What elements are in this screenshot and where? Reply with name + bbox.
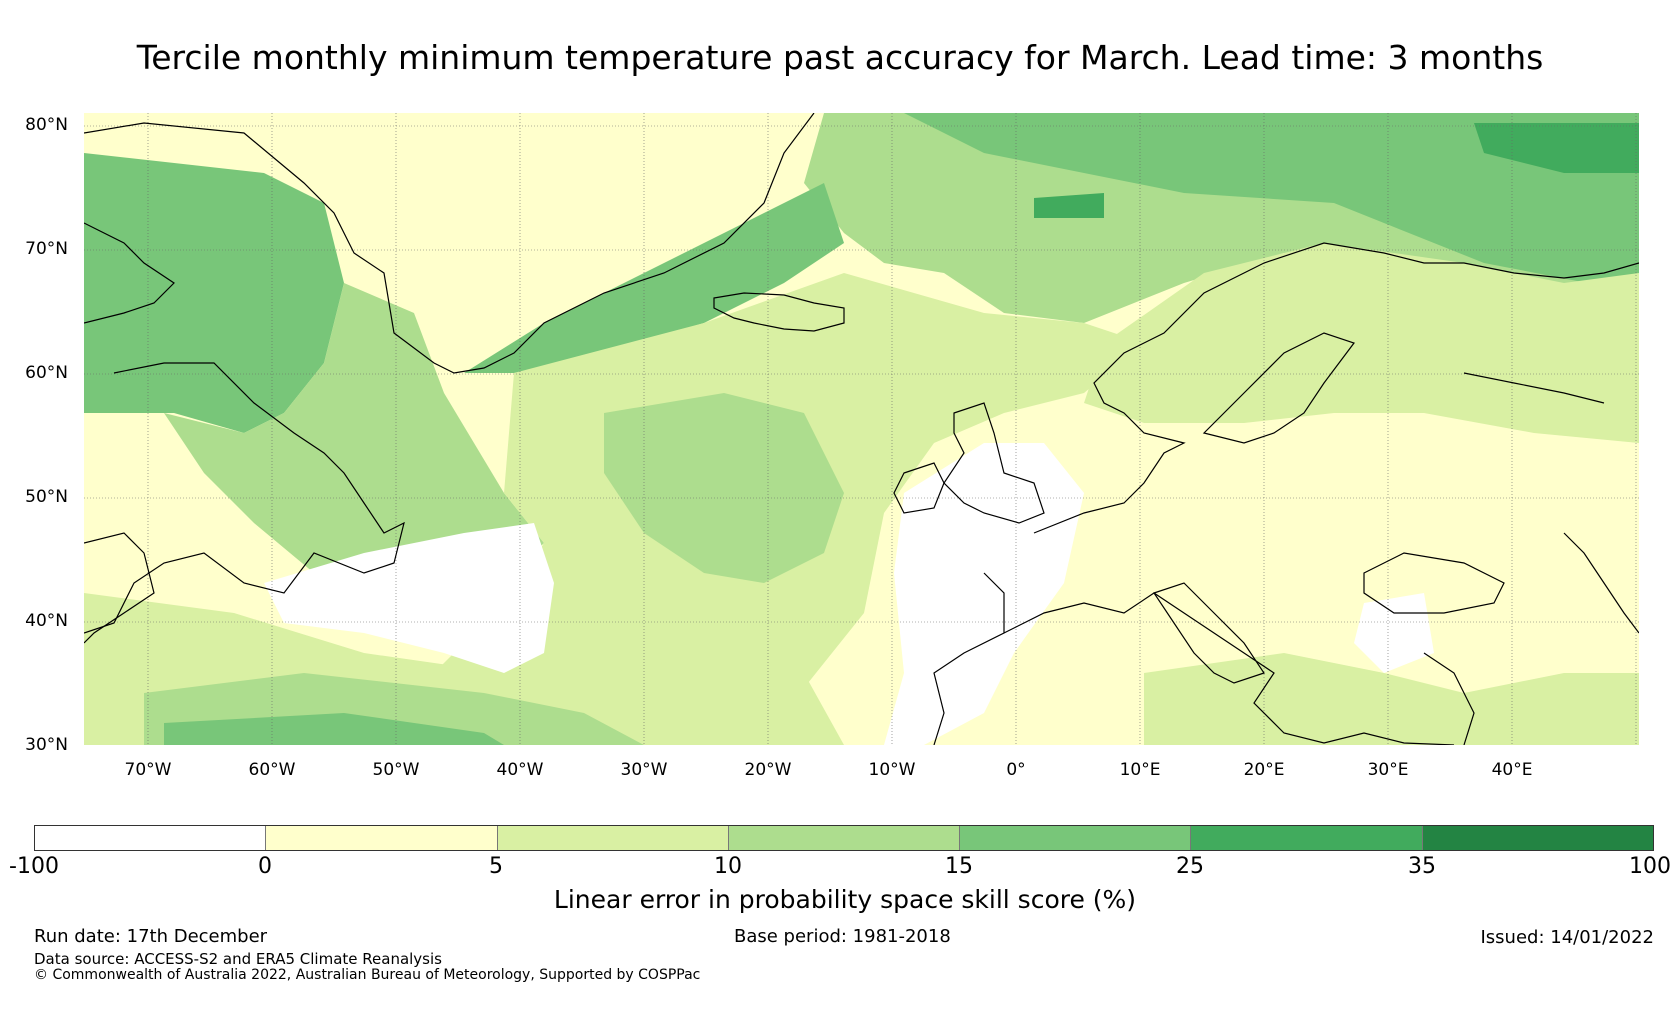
lat-label-80n: 80°N: [25, 115, 68, 135]
colorbar-segment-25-35: [1191, 826, 1423, 850]
lat-label-60n: 60°N: [25, 363, 68, 383]
colorbar-segment-35-100: [1422, 826, 1653, 850]
copyright: © Commonwealth of Australia 2022, Austra…: [34, 967, 701, 983]
colorbar-tick: 35: [1408, 854, 1436, 879]
coast-iceland: [713, 292, 845, 332]
coast-baffin: [84, 222, 175, 324]
coastlines: [84, 113, 1639, 745]
lon-label-20w: 20°W: [744, 760, 792, 780]
base-period: Base period: 1981-2018: [734, 926, 951, 947]
lon-label-30e: 30°E: [1367, 760, 1409, 780]
lon-label-30w: 30°W: [620, 760, 668, 780]
lon-label-50w: 50°W: [372, 760, 420, 780]
lat-label-30n: 30°N: [25, 735, 68, 755]
skill-region-mid-atlantic: [604, 393, 844, 583]
coast-british-isles: [943, 402, 1045, 524]
lat-label-70n: 70°N: [25, 239, 68, 259]
coast-east-med: [1423, 652, 1475, 745]
data-source: Data source: ACCESS-S2 and ERA5 Climate …: [34, 950, 442, 968]
coast-baltic: [1202, 332, 1355, 444]
colorbar-tick: -100: [9, 854, 59, 879]
colorbar-segment-0-5: [266, 826, 498, 850]
lat-label-40n: 40°N: [25, 611, 68, 631]
coast-iberia: [933, 572, 1005, 745]
coast-east-us: [84, 532, 155, 644]
coast-black-sea: [1363, 552, 1505, 614]
colorbar-label: Linear error in probability space skill …: [553, 885, 1137, 914]
colorbar-tick: 100: [1629, 854, 1671, 879]
colorbar-segment-neg100-0: [35, 826, 267, 850]
colorbar-segment-10-15: [728, 826, 961, 850]
colorbar-tick: 5: [489, 854, 503, 879]
skill-region-greenland-coast: [464, 183, 844, 373]
colorbar-segment-5-10: [497, 826, 729, 850]
colorbar-tick: 25: [1176, 854, 1204, 879]
lon-label-20e: 20°E: [1243, 760, 1285, 780]
map-title: Tercile monthly minimum temperature past…: [136, 38, 1544, 77]
coast-europe-west: [1033, 242, 1639, 534]
skill-region-labrador-outer: [164, 283, 544, 583]
lon-label-40w: 40°W: [496, 760, 544, 780]
coast-ireland: [893, 462, 945, 514]
skill-region-north-africa: [1144, 653, 1639, 745]
lon-label-0: 0°: [1006, 760, 1026, 780]
skill-region-labrador: [84, 153, 344, 433]
skill-region-barents-max: [1474, 123, 1639, 173]
skill-score-map: [84, 113, 1639, 745]
lon-label-70w: 70°W: [124, 760, 172, 780]
skill-region-negative-atlantic: [264, 523, 554, 673]
lon-label-40e: 40°E: [1491, 760, 1533, 780]
skill-region-scandinavia: [1084, 243, 1639, 443]
lon-label-10w: 10°W: [868, 760, 916, 780]
colorbar-tick: 10: [714, 854, 742, 879]
coast-labrador: [84, 362, 405, 634]
lon-label-60w: 60°W: [248, 760, 296, 780]
colorbar-tick: 15: [945, 854, 973, 879]
skill-region-subtropical-max: [164, 713, 504, 745]
run-date: Run date: 17th December: [34, 926, 268, 947]
coast-caspian: [1563, 532, 1639, 634]
skill-region-arctic-high: [904, 113, 1639, 293]
lat-label-50n: 50°N: [25, 487, 68, 507]
skill-region-negative-iberia: [884, 443, 1084, 745]
map-graphic: [84, 113, 1639, 745]
lon-label-10e: 10°E: [1119, 760, 1161, 780]
coast-france-med: [1003, 592, 1455, 745]
coast-italy: [1153, 582, 1265, 684]
issued-date: Issued: 14/01/2022: [1480, 927, 1654, 948]
skill-region-norwegian-sea: [1034, 193, 1104, 218]
coast-russia-north: [1463, 372, 1605, 404]
colorbar-segment-15-25: [960, 826, 1192, 850]
colorbar: [34, 825, 1654, 851]
coast-greenland: [84, 113, 815, 374]
colorbar-tick: 0: [258, 854, 272, 879]
graticule: [84, 113, 1639, 745]
